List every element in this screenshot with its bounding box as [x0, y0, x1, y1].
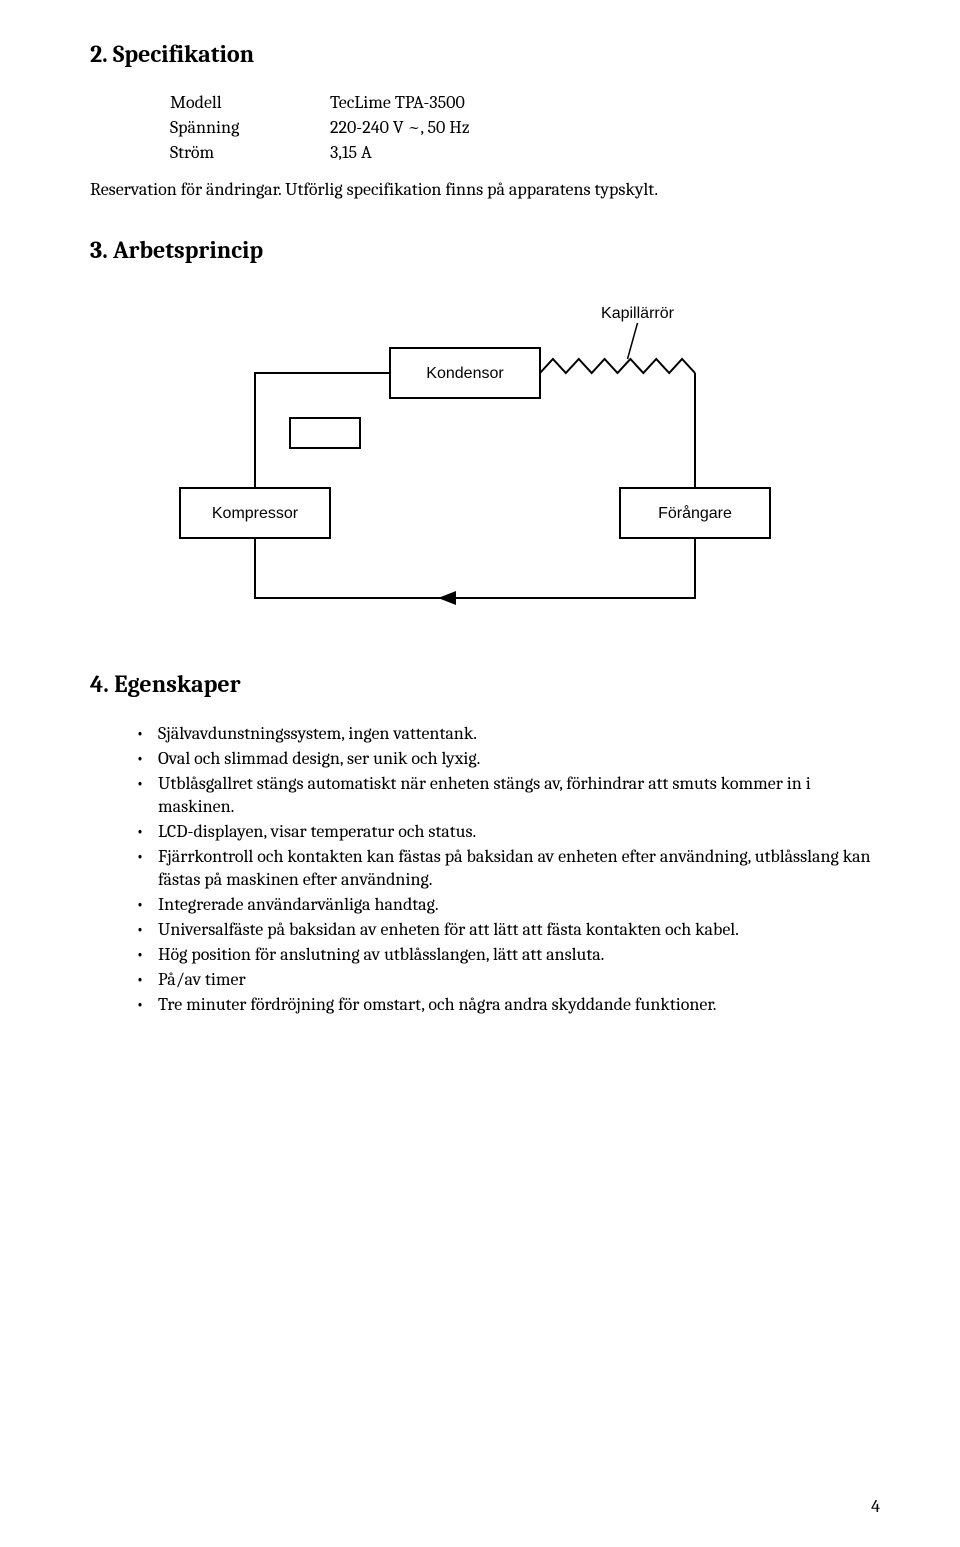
spec-heading: 2. Specifikation — [90, 40, 880, 68]
spec-label: Ström — [170, 142, 330, 163]
list-item: På/av timer — [130, 968, 880, 991]
list-item: Universalfäste på baksidan av enheten fö… — [130, 918, 880, 941]
page-number: 4 — [871, 1496, 880, 1517]
list-item: Fjärrkontroll och kontakten kan fästas p… — [130, 845, 880, 891]
principle-heading: 3. Arbetsprincip — [90, 236, 880, 264]
list-item: Självavdunstningssystem, ingen vattentan… — [130, 722, 880, 745]
spec-label: Modell — [170, 92, 330, 113]
spec-table: Modell TecLime TPA-3500 Spänning 220-240… — [170, 92, 880, 163]
kapillar-label: Kapillärrör — [601, 305, 675, 322]
spec-row: Spänning 220-240 V ~, 50 Hz — [170, 117, 880, 138]
diagram-node-small — [290, 418, 360, 448]
diagram-node-label: Förångare — [658, 504, 732, 522]
list-item: Utblåsgallret stängs automatiskt när enh… — [130, 772, 880, 818]
diagram-node-label: Kondensor — [426, 365, 504, 382]
list-item: Tre minuter fördröjning för omstart, och… — [130, 993, 880, 1016]
spec-value: 3,15 A — [330, 142, 372, 163]
list-item: Oval och slimmad design, ser unik och ly… — [130, 747, 880, 770]
spec-note: Reservation för ändringar. Utförlig spec… — [90, 179, 880, 200]
properties-heading: 4. Egenskaper — [90, 670, 880, 698]
diagram-node-label: Kompressor — [212, 505, 299, 522]
list-item: Integrerade användarvänliga handtag. — [130, 893, 880, 916]
spec-row: Ström 3,15 A — [170, 142, 880, 163]
spec-value: 220-240 V ~, 50 Hz — [330, 117, 470, 138]
spec-value: TecLime TPA-3500 — [330, 92, 465, 113]
principle-diagram: Kapillärrör Kompressor Kondensor Förångare — [90, 288, 880, 658]
list-item: Hög position för anslutning av utblåssla… — [130, 943, 880, 966]
list-item: LCD-displayen, visar temperatur och stat… — [130, 820, 880, 843]
spec-label: Spänning — [170, 117, 330, 138]
spec-row: Modell TecLime TPA-3500 — [170, 92, 880, 113]
properties-list: Självavdunstningssystem, ingen vattentan… — [130, 722, 880, 1016]
